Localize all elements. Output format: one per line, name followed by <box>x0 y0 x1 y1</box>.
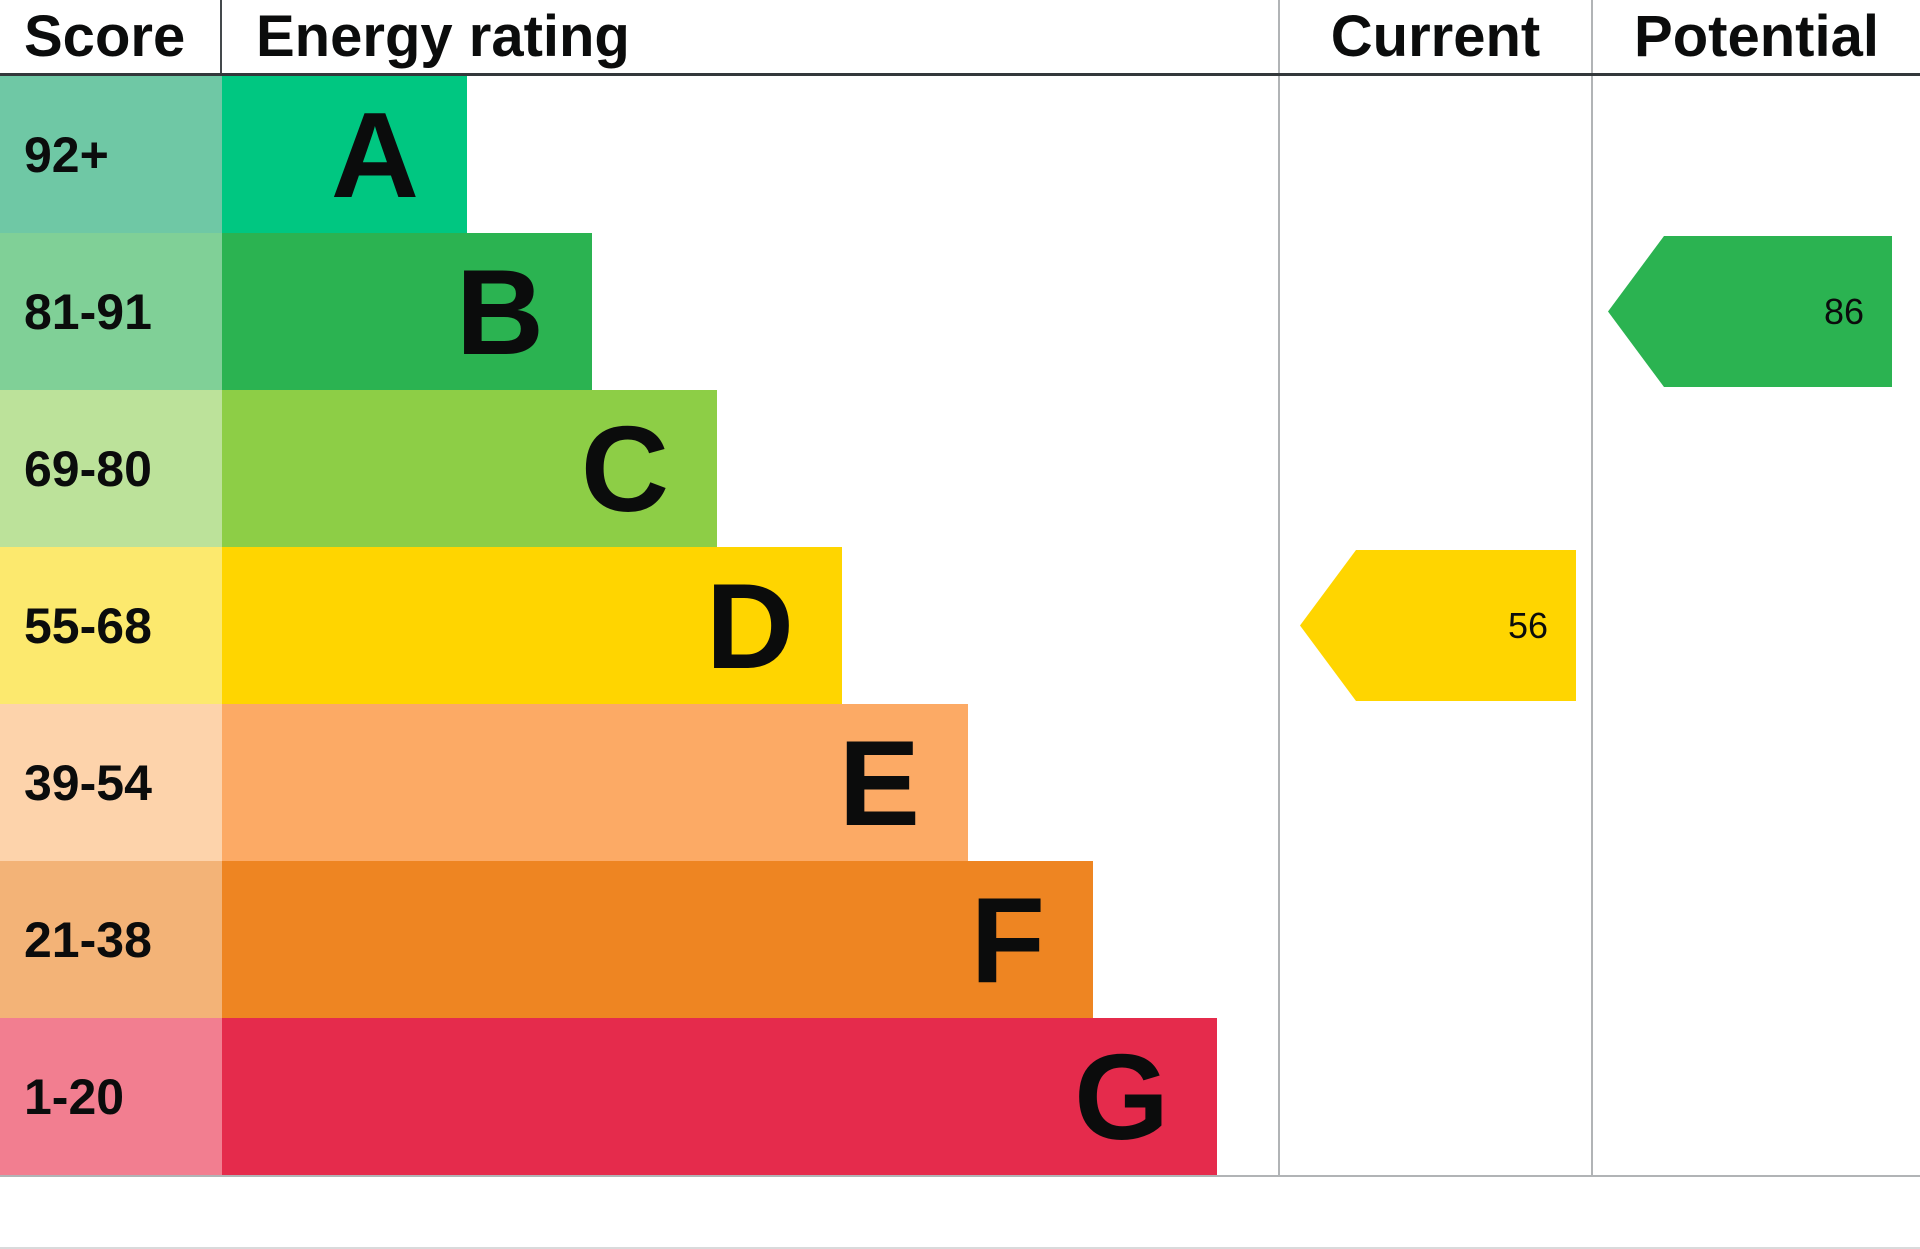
band-bar: B <box>222 233 592 390</box>
band-bar: D <box>222 547 842 704</box>
header-potential: Potential <box>1591 0 1920 73</box>
band-letter: A <box>330 86 419 223</box>
current-rating-arrow: 56 <box>1300 550 1576 701</box>
current-column-cell <box>1278 547 1591 704</box>
potential-column-cell <box>1591 1018 1920 1175</box>
band-bar: A <box>222 76 467 233</box>
current-column-cell <box>1278 861 1591 1018</box>
band-score-range: 1-20 <box>0 1018 222 1175</box>
band-letter: F <box>970 871 1045 1008</box>
band-letter: D <box>705 557 794 694</box>
band-score-range: 69-80 <box>0 390 222 547</box>
band-score-range: 92+ <box>0 76 222 233</box>
current-column-cell <box>1278 704 1591 861</box>
band-row-f: 21-38 F <box>0 861 1920 1018</box>
current-column-cell <box>1278 1018 1591 1175</box>
band-bar-track: F <box>222 861 1278 1018</box>
chart-bottom-border <box>0 1175 1920 1177</box>
potential-rating-arrow: 86 <box>1608 236 1892 387</box>
chart-header-row: Score Energy rating Current Potential <box>0 0 1920 76</box>
band-letter: G <box>1074 1028 1169 1165</box>
current-column-cell <box>1278 76 1591 233</box>
current-rating-value: 56 <box>1507 604 1548 646</box>
band-bar: C <box>222 390 717 547</box>
band-letter: C <box>580 400 669 537</box>
band-bar-track: D <box>222 547 1278 704</box>
band-bar: E <box>222 704 968 861</box>
band-letter: E <box>838 714 920 851</box>
header-score: Score <box>0 0 222 73</box>
band-score-range: 21-38 <box>0 861 222 1018</box>
potential-column-cell <box>1591 547 1920 704</box>
band-row-a: 92+ A <box>0 76 1920 233</box>
band-row-g: 1-20 G <box>0 1018 1920 1175</box>
header-energy-rating: Energy rating <box>256 3 630 69</box>
potential-rating-value: 86 <box>1823 290 1864 332</box>
band-row-c: 69-80 C <box>0 390 1920 547</box>
band-bar: G <box>222 1018 1217 1175</box>
potential-column-cell <box>1591 390 1920 547</box>
potential-column-cell <box>1591 861 1920 1018</box>
header-current: Current <box>1278 0 1591 73</box>
band-row-d: 55-68 D <box>0 547 1920 704</box>
band-row-b: 81-91 B <box>0 233 1920 390</box>
band-bar-track: G <box>222 1018 1278 1175</box>
band-bar-track: B <box>222 233 1278 390</box>
page-bottom-divider <box>0 1247 1920 1249</box>
band-bar: F <box>222 861 1093 1018</box>
current-column-cell <box>1278 233 1591 390</box>
band-bar-track: A <box>222 76 1278 233</box>
band-bar-track: E <box>222 704 1278 861</box>
band-score-range: 39-54 <box>0 704 222 861</box>
current-column-cell <box>1278 390 1591 547</box>
band-letter: B <box>455 243 544 380</box>
band-bar-track: C <box>222 390 1278 547</box>
potential-column-cell <box>1591 76 1920 233</box>
band-row-e: 39-54 E <box>0 704 1920 861</box>
potential-column-cell <box>1591 704 1920 861</box>
band-score-range: 81-91 <box>0 233 222 390</box>
band-score-range: 55-68 <box>0 547 222 704</box>
potential-column-cell <box>1591 233 1920 390</box>
